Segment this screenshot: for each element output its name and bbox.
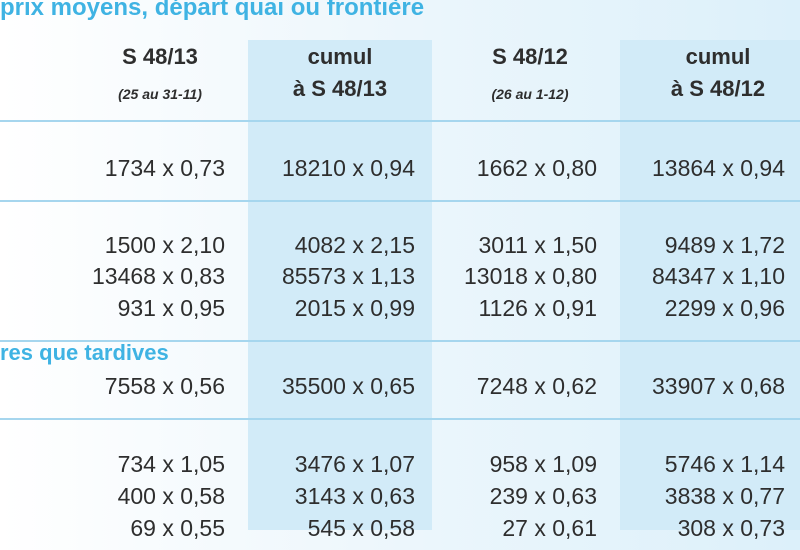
table-cell: 18210 x 0,94 — [281, 155, 415, 181]
column-header: S 48/13 — [122, 44, 198, 69]
column-subheader: (26 au 1-12) — [491, 86, 569, 102]
table-cell: 3838 x 0,77 — [664, 483, 785, 509]
column-header: cumul — [685, 44, 751, 69]
table-cell: 3011 x 1,50 — [478, 232, 597, 258]
table-cell: 5746 x 1,14 — [664, 451, 785, 477]
table-cell: 85573 x 1,13 — [281, 263, 415, 289]
table-cell: 13864 x 0,94 — [651, 155, 785, 181]
table-cell: 13468 x 0,83 — [91, 263, 225, 289]
table-cell: 734 x 1,05 — [117, 451, 225, 477]
table-cell: 3143 x 0,63 — [294, 483, 415, 509]
table-cell: 2015 x 0,99 — [294, 295, 415, 321]
column-header: cumul — [307, 44, 373, 69]
column-subheader: à S 48/12 — [670, 76, 766, 101]
table-cell: 7558 x 0,56 — [104, 373, 225, 399]
table-cell: 69 x 0,55 — [130, 515, 225, 541]
table-cell: 400 x 0,58 — [117, 483, 225, 509]
table-cell: 2299 x 0,96 — [664, 295, 785, 321]
group-label: res que tardives — [0, 340, 169, 365]
table-cell: 545 x 0,58 — [307, 515, 415, 541]
column-subheader: (25 au 31-11) — [118, 86, 202, 102]
column-subheader: à S 48/13 — [292, 76, 388, 101]
table-cell: 1500 x 2,10 — [104, 232, 225, 258]
table-cell: 239 x 0,63 — [489, 483, 597, 509]
table-cell: 958 x 1,09 — [489, 451, 597, 477]
title: prix moyens, départ quai ou frontière — [0, 0, 425, 21]
table-cell: 3476 x 1,07 — [294, 451, 415, 477]
table-cell: 931 x 0,95 — [117, 295, 225, 321]
table-cell: 7248 x 0,62 — [476, 373, 597, 399]
table-cell: 1734 x 0,73 — [104, 155, 225, 181]
table-cell: 308 x 0,73 — [677, 515, 785, 541]
row-rule — [0, 340, 800, 342]
table-cell: 13018 x 0,80 — [463, 263, 597, 289]
table-cell: 27 x 0,61 — [502, 515, 597, 541]
row-rule — [0, 418, 800, 420]
table-cell: 84347 x 1,10 — [651, 263, 785, 289]
table-cell: 4082 x 2,15 — [294, 232, 415, 258]
table-cell: 35500 x 0,65 — [281, 373, 415, 399]
table-cell: 1126 x 0,91 — [478, 295, 597, 321]
column-header: S 48/12 — [492, 44, 568, 69]
table-cell: 1662 x 0,80 — [476, 155, 597, 181]
row-rule — [0, 200, 800, 202]
table-cell: 9489 x 1,72 — [664, 232, 785, 258]
row-rule — [0, 120, 800, 122]
table-cell: 33907 x 0,68 — [651, 373, 785, 399]
